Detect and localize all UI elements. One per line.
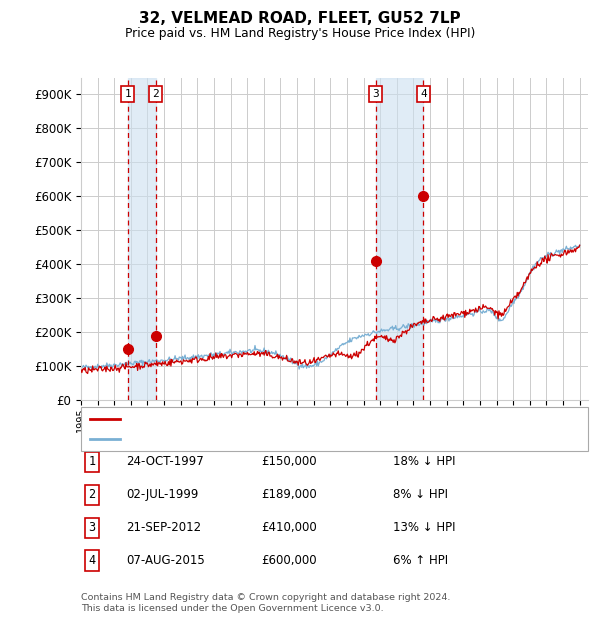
Bar [376, 78, 424, 400]
Text: £150,000: £150,000 [261, 456, 317, 468]
Bar [128, 78, 156, 400]
Text: £410,000: £410,000 [261, 521, 317, 534]
Text: 32, VELMEAD ROAD, FLEET, GU52 7LP (detached house): 32, VELMEAD ROAD, FLEET, GU52 7LP (detac… [124, 414, 433, 424]
Text: £189,000: £189,000 [261, 489, 317, 501]
Text: 8% ↓ HPI: 8% ↓ HPI [393, 489, 448, 501]
Text: 2: 2 [152, 89, 159, 99]
Text: 07-AUG-2015: 07-AUG-2015 [126, 554, 205, 567]
Text: 21-SEP-2012: 21-SEP-2012 [126, 521, 201, 534]
Text: 1: 1 [88, 456, 95, 468]
Text: 6% ↑ HPI: 6% ↑ HPI [393, 554, 448, 567]
Text: 24-OCT-1997: 24-OCT-1997 [126, 456, 204, 468]
Text: 3: 3 [372, 89, 379, 99]
Text: 2: 2 [88, 489, 95, 501]
Text: 4: 4 [88, 554, 95, 567]
Text: HPI: Average price, detached house, Hart: HPI: Average price, detached house, Hart [124, 434, 350, 444]
Text: 4: 4 [420, 89, 427, 99]
Text: Price paid vs. HM Land Registry's House Price Index (HPI): Price paid vs. HM Land Registry's House … [125, 27, 475, 40]
Text: 1: 1 [124, 89, 131, 99]
Text: Contains HM Land Registry data © Crown copyright and database right 2024.
This d: Contains HM Land Registry data © Crown c… [81, 593, 451, 613]
Text: 13% ↓ HPI: 13% ↓ HPI [393, 521, 455, 534]
Text: £600,000: £600,000 [261, 554, 317, 567]
Text: 18% ↓ HPI: 18% ↓ HPI [393, 456, 455, 468]
Text: 32, VELMEAD ROAD, FLEET, GU52 7LP: 32, VELMEAD ROAD, FLEET, GU52 7LP [139, 11, 461, 26]
Text: 3: 3 [88, 521, 95, 534]
Text: 02-JUL-1999: 02-JUL-1999 [126, 489, 199, 501]
